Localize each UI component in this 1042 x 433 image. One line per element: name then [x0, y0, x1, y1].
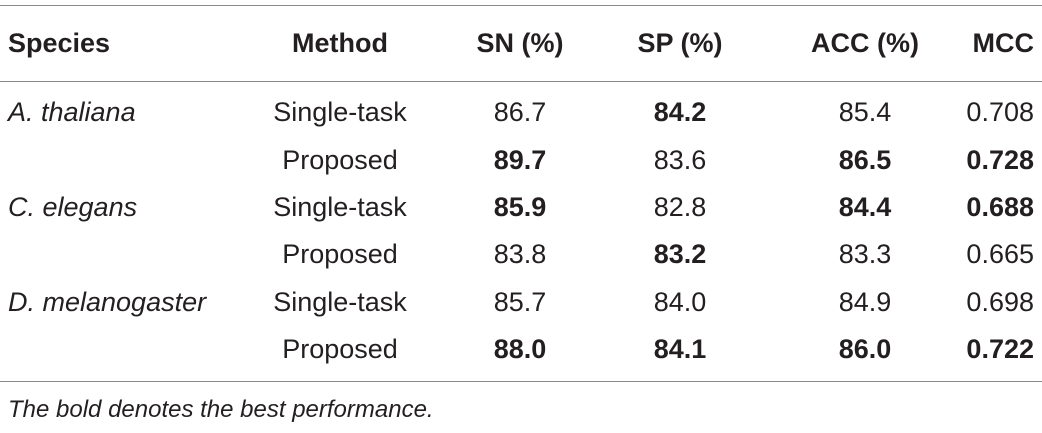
species-cell: D. melanogaster — [8, 287, 207, 317]
header-species: Species — [8, 28, 111, 58]
sn-cell: 88.0 — [493, 334, 547, 364]
sp-cell: 84.1 — [653, 334, 707, 364]
sp-cell: 83.2 — [653, 239, 707, 269]
mcc-cell: 0.708 — [966, 97, 1034, 127]
sn-cell: 85.9 — [493, 192, 547, 222]
header-acc: ACC (%) — [811, 28, 919, 58]
species-cell: A. thaliana — [8, 97, 136, 127]
bottom-rule — [0, 381, 1042, 382]
table-row: C. elegans Single-task 85.9 82.8 84.4 0.… — [0, 184, 1042, 230]
acc-cell: 85.4 — [838, 97, 892, 127]
mcc-cell: 0.698 — [966, 287, 1034, 317]
header-method: Method — [292, 28, 388, 58]
sn-cell: 89.7 — [493, 145, 547, 175]
table-row: A. thaliana Single-task 86.7 84.2 85.4 0… — [0, 89, 1042, 135]
acc-cell: 84.4 — [838, 192, 892, 222]
method-cell: Proposed — [282, 239, 398, 269]
table-row: D. melanogaster Single-task 85.7 84.0 84… — [0, 279, 1042, 325]
method-cell: Single-task — [273, 287, 407, 317]
method-cell: Proposed — [282, 145, 398, 175]
sn-cell: 85.7 — [493, 287, 547, 317]
method-cell: Single-task — [273, 97, 407, 127]
sp-cell: 84.0 — [653, 287, 707, 317]
sp-cell: 83.6 — [653, 145, 707, 175]
header-sp: SP (%) — [637, 28, 723, 58]
mcc-cell: 0.728 — [966, 145, 1034, 175]
species-cell: C. elegans — [8, 192, 138, 222]
header-mcc: MCC — [972, 28, 1035, 58]
table-row: Proposed 89.7 83.6 86.5 0.728 — [0, 137, 1042, 183]
sp-cell: 84.2 — [653, 97, 707, 127]
mcc-cell: 0.665 — [966, 239, 1034, 269]
sp-cell: 82.8 — [653, 192, 707, 222]
top-rule — [0, 5, 1042, 6]
header-rule — [0, 81, 1042, 82]
table-row: Proposed 83.8 83.2 83.3 0.665 — [0, 231, 1042, 277]
header-row: Species Method SN (%) SP (%) ACC (%) MCC — [0, 20, 1042, 66]
sn-cell: 86.7 — [493, 97, 547, 127]
method-cell: Proposed — [282, 334, 398, 364]
acc-cell: 86.0 — [838, 334, 892, 364]
method-cell: Single-task — [273, 192, 407, 222]
mcc-cell: 0.722 — [966, 334, 1034, 364]
table-footnote: The bold denotes the best performance. — [8, 396, 434, 423]
acc-cell: 83.3 — [838, 239, 892, 269]
acc-cell: 84.9 — [838, 287, 892, 317]
sn-cell: 83.8 — [493, 239, 547, 269]
table-row: Proposed 88.0 84.1 86.0 0.722 — [0, 326, 1042, 372]
header-sn: SN (%) — [476, 28, 564, 58]
acc-cell: 86.5 — [838, 145, 892, 175]
mcc-cell: 0.688 — [966, 192, 1034, 222]
